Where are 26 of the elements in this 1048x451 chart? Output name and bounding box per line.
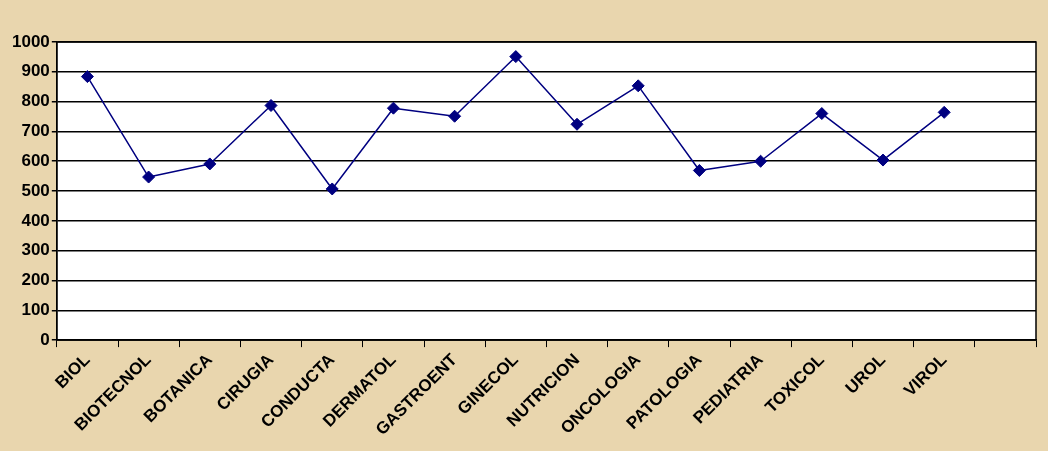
point bbox=[448, 109, 462, 123]
y-tick-label: 0 bbox=[40, 329, 50, 349]
y-tick-label: 600 bbox=[21, 150, 50, 170]
y-tick-label: 400 bbox=[21, 210, 50, 230]
point bbox=[754, 154, 768, 168]
point bbox=[631, 79, 645, 93]
y-tick-label: 800 bbox=[21, 91, 50, 111]
y-tick-label: 200 bbox=[21, 270, 50, 290]
point bbox=[325, 182, 339, 196]
y-tick-label: 900 bbox=[21, 61, 50, 81]
point bbox=[815, 107, 829, 121]
y-tick-label: 500 bbox=[21, 180, 50, 200]
point bbox=[386, 101, 400, 115]
point bbox=[203, 157, 217, 171]
point bbox=[80, 70, 94, 84]
y-tick-label: 700 bbox=[21, 121, 50, 141]
point bbox=[876, 153, 890, 167]
point bbox=[264, 99, 278, 112]
y-tick-label: 1000 bbox=[11, 31, 50, 51]
y-tick-label: 300 bbox=[21, 240, 50, 260]
point bbox=[142, 170, 156, 184]
point bbox=[937, 105, 951, 119]
point bbox=[570, 117, 584, 131]
point bbox=[692, 163, 706, 177]
point bbox=[509, 50, 523, 64]
y-tick-label: 100 bbox=[21, 299, 50, 319]
